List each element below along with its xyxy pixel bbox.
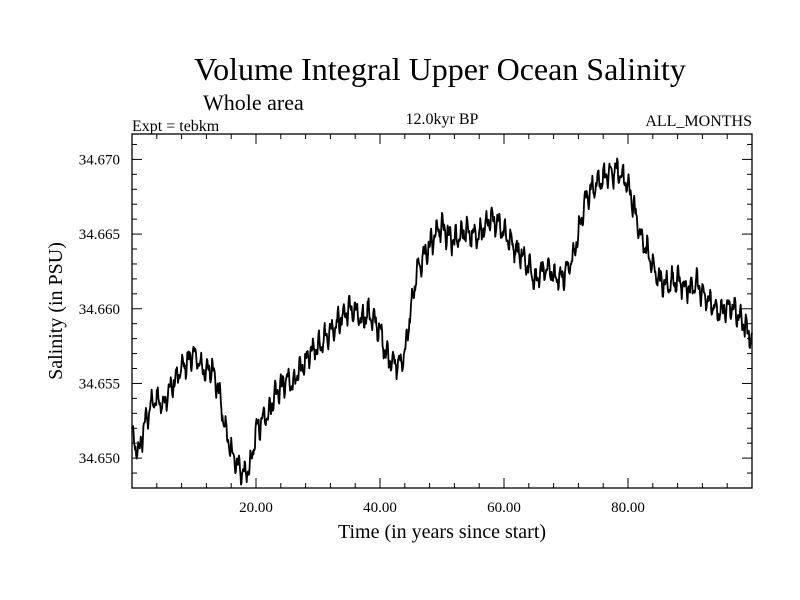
y-tick-label: 34.665 (79, 227, 120, 243)
x-tick-label: 80.00 (611, 500, 645, 516)
series-line (131, 157, 753, 486)
experiment-label: Expt = tebkm (132, 118, 220, 135)
axis-ticks: 20.00 40.00 60.00 80.00 34.650 34.655 34.660 34… (79, 134, 752, 516)
y-tick-label: 34.660 (79, 302, 120, 318)
x-tick-label: 40.00 (363, 500, 397, 516)
y-tick-label: 34.670 (79, 152, 120, 168)
period-label: 12.0kyr BP (406, 111, 479, 128)
months-label: ALL_MONTHS (645, 113, 752, 130)
chart-title: Volume Integral Upper Ocean Salinity (194, 51, 686, 87)
x-tick-label: 60.00 (487, 500, 521, 516)
chart-subtitle: Whole area (203, 90, 304, 115)
series-layer (131, 157, 753, 486)
y-tick-label: 34.650 (79, 451, 120, 467)
x-axis-label: Time (in years since start) (338, 521, 546, 543)
x-tick-label: 20.00 (239, 500, 273, 516)
y-tick-label: 34.655 (79, 376, 120, 392)
plot-frame (131, 133, 753, 489)
y-axis-label: Salinity (in PSU) (45, 242, 67, 380)
